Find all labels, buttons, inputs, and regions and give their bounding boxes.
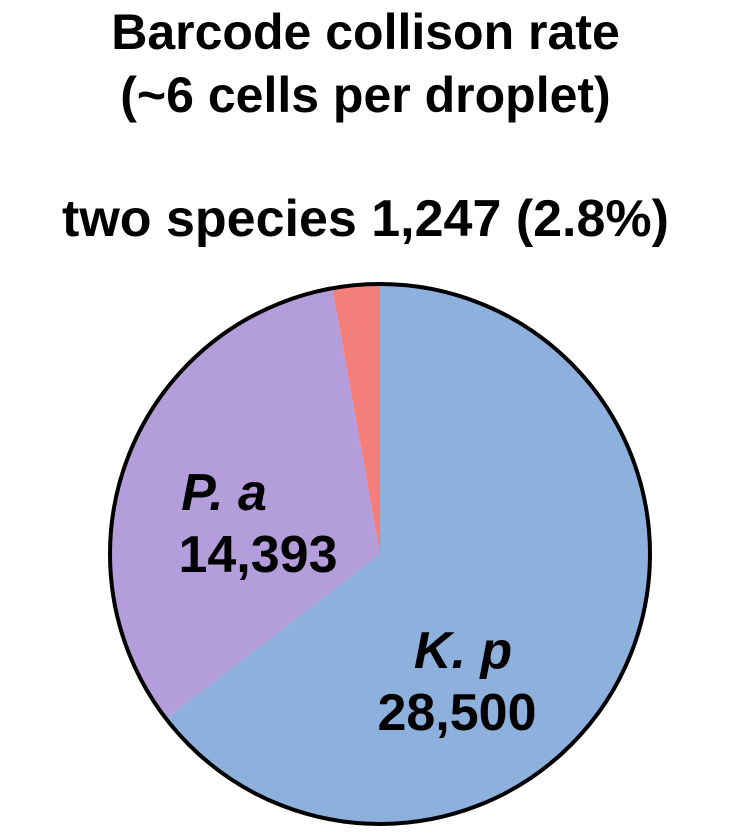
- pie-slice-two-species: [332, 284, 380, 554]
- slice-label-value: 28,500: [377, 684, 536, 742]
- pie-slice-p-a: [109, 288, 380, 719]
- chart-subtitle: (~6 cells per droplet): [120, 67, 611, 123]
- pie-slice-k-p: [165, 284, 651, 824]
- chart-title: Barcode collison rate: [111, 4, 620, 60]
- slice-label-name: K. p: [414, 622, 512, 680]
- slice-label-value: 14,393: [178, 526, 337, 584]
- pie-outline: [108, 282, 652, 826]
- slice-label-name: P. a: [181, 464, 267, 522]
- collision-annotation: two species 1,247 (2.8%): [62, 190, 669, 248]
